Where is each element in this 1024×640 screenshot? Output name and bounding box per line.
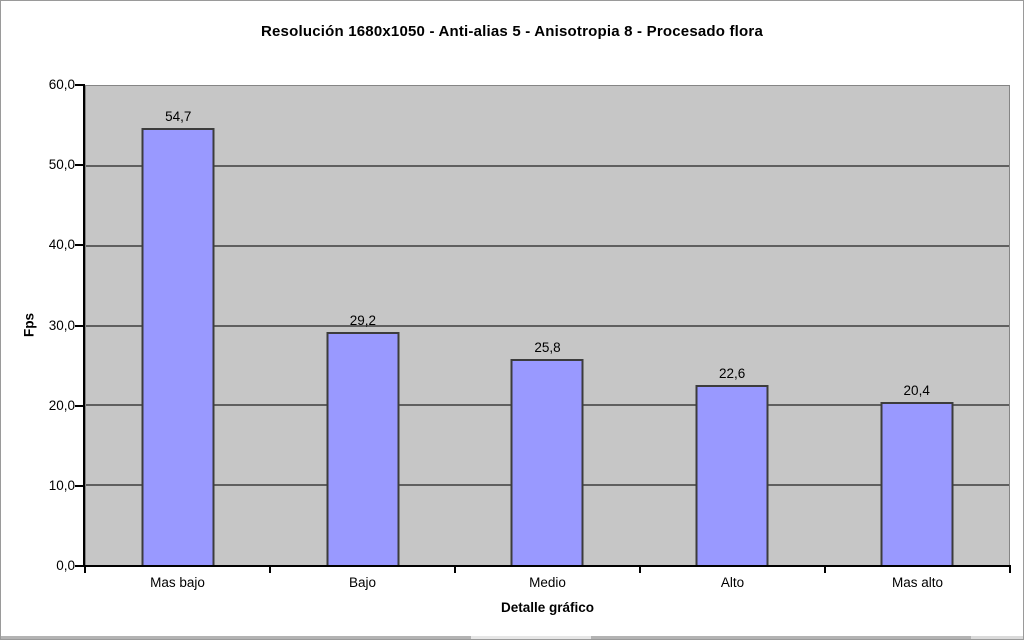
x-category-label: Mas alto [891,575,944,590]
strip-segment [591,636,971,639]
x-category-label: Bajo [348,575,377,590]
y-tick-mark [75,484,85,487]
bar-value-label: 54,7 [165,109,192,125]
x-axis-line [83,565,1011,567]
y-tick-label: 0,0 [56,558,75,573]
y-tick-mark [75,324,85,327]
bar-value-label: 22,6 [718,365,746,381]
bar-alto [695,384,769,565]
gridline [86,164,1009,167]
x-tick-mark [84,566,86,573]
x-category-label: Alto [720,575,745,590]
bar-mas-bajo [141,128,215,565]
bar-slot: 29,2 [271,86,456,565]
y-tick-label: 60,0 [48,77,75,92]
bar-value-label: 25,8 [534,340,561,356]
bar-slot: 25,8 [455,86,640,565]
strip-segment [1,636,471,639]
bar-medio [510,359,584,565]
x-tick-mark [639,566,641,573]
x-tick-mark [824,566,826,573]
x-category-label: Medio [529,575,566,590]
chart-title: Resolución 1680x1050 - Anti-alias 5 - An… [260,23,763,40]
y-tick-label: 20,0 [48,397,75,413]
strip-segment [471,636,591,639]
x-tick-mark [454,566,456,573]
y-tick-mark [75,244,85,247]
y-tick-label: 10,0 [48,477,75,493]
bar-value-label: 20,4 [903,383,930,399]
strip-segment [971,636,1023,639]
x-tick-mark [1009,566,1011,573]
y-tick-label: 30,0 [48,317,75,333]
y-tick-label: 50,0 [48,157,75,173]
bar-slot: 20,4 [824,86,1009,565]
bar-bajo [326,331,400,565]
x-axis-title: Detalle gráfico [500,600,595,615]
partial-content-below [1,636,1023,639]
bar-slot: 54,7 [86,86,271,565]
y-tick-mark [75,84,85,86]
x-category-label: Mas bajo [150,575,205,590]
gridline [86,324,1009,327]
bar-slot: 22,6 [640,86,825,565]
y-tick-label: 40,0 [48,237,75,253]
y-tick-mark [75,404,85,407]
y-tick-mark [75,164,85,167]
y-tick-mark [75,565,85,567]
plot-area: 54,7 29,2 25,8 22,6 20,4 [85,85,1010,566]
bar-value-label: 29,2 [349,312,377,328]
bar-mas-alto [880,402,954,565]
x-tick-mark [269,566,271,573]
gridline [86,244,1009,247]
